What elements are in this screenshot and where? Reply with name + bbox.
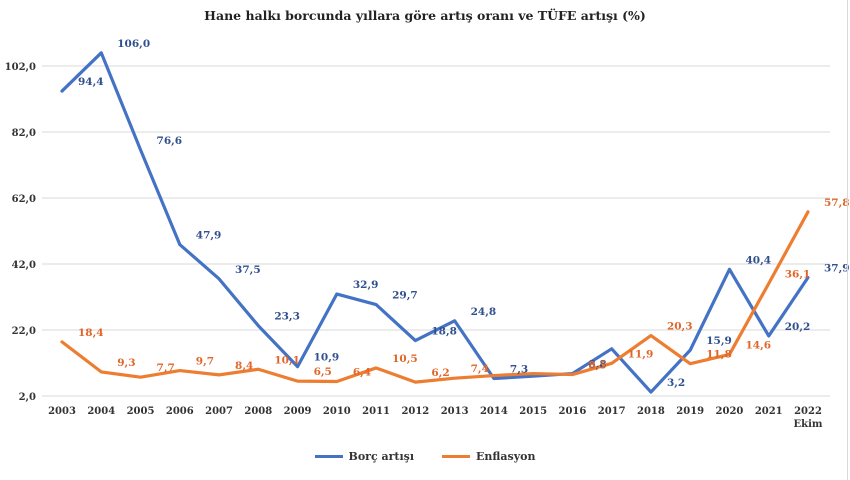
- legend-swatch-enflasyon: [442, 455, 471, 458]
- x-tick-label: 2018: [637, 406, 665, 417]
- data-label-borc: 10,9: [314, 352, 340, 364]
- x-tick-sublabel: Ekim: [794, 419, 823, 430]
- data-label-enflasyon: 9,7: [196, 356, 214, 368]
- legend-label-enflasyon: Enflasyon: [476, 450, 536, 463]
- data-label-borc: 3,2: [667, 377, 685, 389]
- y-tick-label: 102,0: [5, 62, 36, 73]
- series-line-borc: [60, 51, 810, 394]
- data-label-borc: 37,5: [235, 264, 261, 276]
- legend-item-enflasyon: Enflasyon: [442, 450, 535, 463]
- data-label-enflasyon: 6,2: [431, 367, 449, 379]
- data-label-enflasyon: 9,3: [117, 357, 135, 369]
- x-tick-label: 2003: [48, 406, 76, 417]
- x-tick-label: 2021: [755, 406, 783, 417]
- legend-label-borc: Borç artışı: [348, 450, 415, 463]
- x-tick-label: 2007: [205, 406, 233, 417]
- x-tick-label: 2016: [558, 406, 586, 417]
- x-tick-label: 2020: [716, 406, 744, 417]
- x-tick-label: 2006: [166, 406, 194, 417]
- data-label-borc: 76,6: [157, 135, 183, 147]
- data-label-enflasyon: 10,1: [274, 354, 300, 366]
- data-label-enflasyon: 6,5: [314, 366, 332, 378]
- data-label-enflasyon: 11,9: [628, 348, 654, 360]
- data-label-borc: 94,4: [78, 76, 104, 88]
- series-line-enflasyon: [60, 210, 810, 384]
- data-label-borc: 24,8: [471, 306, 497, 318]
- data-label-borc: 29,7: [392, 290, 418, 302]
- data-label-borc: 20,2: [785, 321, 811, 333]
- legend-swatch-borc: [314, 455, 343, 458]
- x-tick-label: 2015: [519, 406, 547, 417]
- x-tick-label: 2022: [794, 406, 822, 417]
- data-label-borc: 7,3: [510, 364, 528, 376]
- x-tick-label: 2004: [87, 406, 115, 417]
- x-tick-label: 2011: [362, 406, 390, 417]
- x-tick-label: 2012: [401, 406, 429, 417]
- data-label-enflasyon: 11,8: [706, 349, 732, 361]
- data-label-borc: 40,4: [745, 254, 771, 266]
- chart-title: Hane halkı borcunda yıllara göre artış o…: [204, 8, 646, 23]
- x-tick-label: 2019: [676, 406, 704, 417]
- data-label-borc: 18,8: [431, 326, 457, 338]
- y-tick-label: 22,0: [12, 326, 36, 337]
- y-tick-label: 42,0: [12, 260, 36, 271]
- data-label-borc: 106,0: [117, 38, 150, 50]
- data-label-enflasyon: 20,3: [667, 321, 693, 333]
- x-tick-label: 2017: [598, 406, 626, 417]
- data-label-borc: 32,9: [353, 279, 379, 291]
- x-tick-label: 2010: [323, 406, 351, 417]
- data-label-enflasyon: 14,6: [745, 339, 771, 351]
- y-tick-label: 82,0: [12, 128, 36, 139]
- legend: Borç artışı Enflasyon: [0, 450, 850, 463]
- data-label-enflasyon: 18,4: [78, 327, 104, 339]
- y-tick-label: 62,0: [12, 194, 36, 205]
- data-label-enflasyon: 7,4: [471, 363, 489, 375]
- data-label-enflasyon: 8,4: [235, 360, 253, 372]
- data-label-enflasyon: 57,8: [824, 197, 850, 209]
- data-label-borc: 15,9: [706, 335, 732, 347]
- x-tick-label: 2008: [244, 406, 272, 417]
- data-label-borc: 8,8: [588, 359, 606, 371]
- data-label-borc: 23,3: [274, 311, 300, 323]
- data-label-borc: 47,9: [196, 230, 222, 242]
- data-label-enflasyon: 36,1: [785, 268, 811, 280]
- y-tick-label: 2,0: [19, 392, 36, 403]
- x-tick-label: 2009: [284, 406, 312, 417]
- data-label-enflasyon: 7,7: [157, 362, 175, 374]
- legend-item-borc: Borç artışı: [314, 450, 415, 463]
- data-label-enflasyon: 6,4: [353, 366, 371, 378]
- data-label-enflasyon: 8,5: [588, 360, 606, 372]
- x-tick-label: 2005: [127, 406, 155, 417]
- x-tick-label: 2014: [480, 406, 508, 417]
- frame-border: [847, 0, 848, 480]
- data-label-borc: 37,9: [824, 263, 850, 275]
- data-label-enflasyon: 10,5: [392, 353, 418, 365]
- x-tick-label: 2013: [441, 406, 469, 417]
